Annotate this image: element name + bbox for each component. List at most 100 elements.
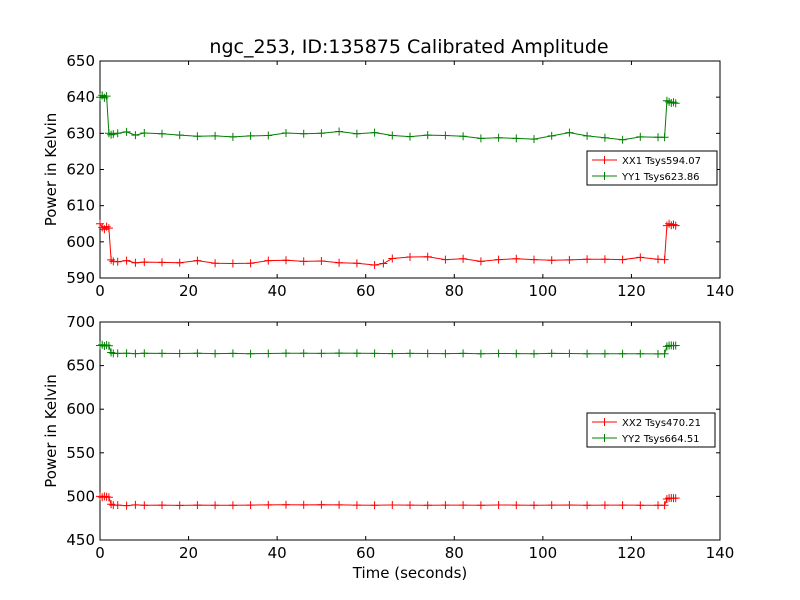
data-point-marker — [113, 129, 122, 138]
y-axis-label-bottom: Power in Kelvin — [42, 374, 60, 488]
data-point-marker — [547, 349, 556, 358]
data-point-marker — [660, 133, 669, 142]
data-point-marker — [547, 131, 556, 140]
data-point-marker — [583, 255, 592, 264]
data-point-marker — [246, 259, 255, 268]
data-point-marker — [246, 131, 255, 140]
x-tick-label: 20 — [179, 544, 198, 562]
x-tick-label: 100 — [529, 544, 558, 562]
data-point-marker — [264, 131, 273, 140]
data-point-marker — [211, 131, 220, 140]
data-point-marker — [122, 501, 131, 510]
x-axis-label: Time (seconds) — [352, 564, 468, 582]
data-point-marker — [660, 255, 669, 264]
x-tick-label: 0 — [95, 282, 105, 300]
data-point-marker — [547, 501, 556, 510]
chart-title: ngc_253, ID:135875 Calibrated Amplitude — [209, 36, 608, 58]
data-point-marker — [636, 349, 645, 358]
data-point-marker — [565, 349, 574, 358]
data-point-marker — [335, 258, 344, 267]
data-point-marker — [530, 135, 538, 144]
data-point-marker — [494, 501, 503, 509]
x-tick-label: 60 — [356, 544, 375, 562]
data-point-marker — [388, 254, 397, 263]
data-point-marker — [317, 349, 326, 358]
data-point-marker — [423, 349, 432, 358]
data-point-marker — [299, 257, 308, 266]
data-point-marker — [459, 254, 468, 263]
data-point-marker — [370, 501, 379, 510]
data-point-marker — [583, 349, 592, 358]
data-point-marker — [476, 257, 485, 266]
data-point-marker — [530, 255, 538, 264]
data-point-marker — [476, 501, 485, 510]
data-point-marker — [671, 99, 680, 108]
data-point-marker — [352, 501, 361, 510]
x-tick-label: 20 — [179, 282, 198, 300]
subplot-bottom: Power in Kelvin 0 20 40 60 80 100 120 140 450 50… — [42, 313, 734, 562]
data-point-marker — [370, 128, 379, 137]
data-point-marker — [406, 501, 414, 510]
data-point-marker — [122, 256, 131, 265]
data-point-marker — [140, 349, 149, 358]
data-point-marker — [140, 258, 149, 267]
data-point-marker — [264, 349, 273, 358]
data-point-marker — [228, 259, 237, 268]
data-point-marker — [228, 132, 237, 141]
data-point-marker — [370, 349, 379, 358]
y-tick-label: 500 — [66, 487, 95, 505]
x-ticks-bottom: 0 20 40 60 80 100 120 140 — [95, 322, 734, 562]
y-tick-label: 630 — [66, 124, 95, 142]
data-point-marker — [175, 349, 184, 358]
data-point-marker — [140, 129, 149, 137]
legend-bottom: XX2 Tsys470.21 YY2 Tsys664.51 — [586, 412, 716, 448]
data-point-marker — [228, 501, 237, 510]
data-point-marker — [352, 129, 361, 138]
y-tick-label: 700 — [66, 313, 95, 331]
data-point-marker — [122, 349, 131, 358]
data-point-marker — [140, 501, 149, 510]
y-ticks-top: 590 600 610 620 630 640 650 — [66, 52, 720, 287]
data-point-marker — [104, 493, 113, 502]
y-ticks-bottom: 450 500 550 600 650 700 — [66, 313, 720, 549]
data-point-marker — [282, 256, 290, 265]
series-line — [99, 495, 676, 507]
data-point-marker — [600, 349, 609, 358]
data-point-marker — [113, 501, 122, 510]
data-point-marker — [512, 254, 521, 263]
data-point-marker — [406, 132, 414, 141]
data-point-marker — [530, 501, 538, 510]
data-point-marker — [441, 131, 450, 140]
data-point-marker — [565, 128, 574, 137]
x-tick-label: 80 — [445, 544, 464, 562]
data-point-marker — [335, 500, 344, 509]
data-point-marker — [131, 131, 140, 140]
x-tick-label: 120 — [617, 282, 646, 300]
data-point-marker — [494, 133, 503, 142]
data-point-marker — [113, 349, 122, 358]
data-point-marker — [512, 349, 521, 358]
y-tick-label: 650 — [66, 52, 95, 70]
data-point-marker — [264, 500, 273, 509]
data-point-marker — [388, 131, 397, 140]
y-tick-label: 550 — [66, 444, 95, 462]
data-point-marker — [530, 349, 538, 358]
data-point-marker — [264, 256, 273, 265]
legend-top: XX1 Tsys594.07 YY1 Tsys623.86 — [586, 150, 718, 186]
data-point-marker — [671, 341, 680, 350]
data-point-marker — [671, 494, 680, 503]
data-point-marker — [228, 349, 237, 358]
data-point-marker — [406, 349, 414, 358]
data-point-marker — [660, 349, 669, 358]
y-tick-label: 610 — [66, 197, 95, 215]
data-point-marker — [282, 129, 290, 137]
data-point-marker — [494, 349, 503, 358]
data-point-marker — [476, 349, 485, 358]
data-point-marker — [246, 349, 255, 358]
data-point-marker — [131, 258, 140, 267]
data-point-marker — [299, 129, 308, 138]
data-point-marker — [122, 127, 131, 136]
data-point-marker — [158, 349, 166, 358]
data-point-marker — [370, 261, 379, 269]
